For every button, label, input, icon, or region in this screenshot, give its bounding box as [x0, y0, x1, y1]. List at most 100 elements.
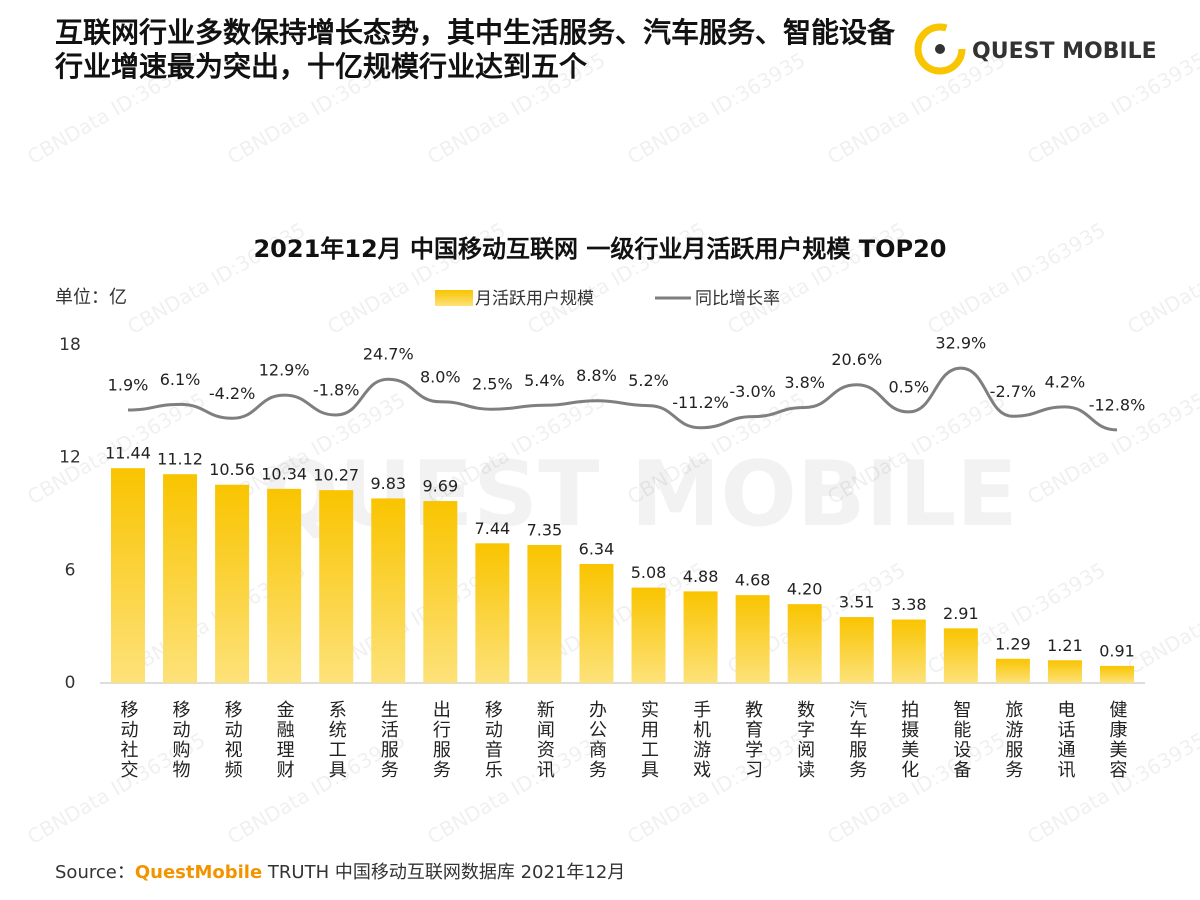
bar — [839, 617, 874, 683]
line-value-label: 1.9% — [108, 376, 149, 395]
y-tick-label: 0 — [65, 673, 76, 693]
line-value-label: 3.8% — [784, 373, 825, 392]
line-value-label: 6.1% — [160, 370, 201, 389]
source-prefix: Source： — [55, 862, 135, 883]
bar — [267, 488, 302, 683]
bar-value-label: 4.88 — [683, 567, 719, 586]
line-value-label: 8.8% — [576, 366, 617, 385]
bar — [163, 474, 198, 683]
source-brand: QuestMobile — [134, 862, 263, 883]
bar-value-label: 10.56 — [209, 460, 255, 479]
legend-label: 月活跃用户规模 — [475, 289, 594, 309]
line-value-label: 5.2% — [628, 371, 669, 390]
x-tick-label: 移动视频 — [222, 700, 243, 780]
line-value-label: 2.5% — [472, 375, 513, 394]
x-tick-label: 新闻资讯 — [534, 700, 555, 780]
line-value-label: 0.5% — [888, 377, 929, 396]
x-tick-label: 拍摄美化 — [898, 700, 919, 780]
x-tick-label: 办公商务 — [586, 700, 607, 780]
line-value-label: -3.0% — [729, 382, 775, 401]
bar-value-label: 11.12 — [157, 450, 203, 469]
bar-value-label: 1.21 — [1047, 636, 1083, 655]
x-tick-label: 手机游戏 — [690, 700, 711, 780]
watermark: CBNData ID:363935 — [423, 728, 609, 849]
logo: QUEST MOBILE — [914, 23, 1157, 75]
bar — [943, 628, 978, 683]
bar — [527, 544, 562, 683]
bar-value-label: 7.35 — [527, 520, 563, 539]
source: Source：QuestMobile TRUTH 中国移动互联网数据库 2021… — [55, 858, 625, 884]
logo-text: QUEST MOBILE — [972, 39, 1157, 64]
x-tick-label: 数字阅读 — [794, 700, 815, 780]
x-tick-label: 生活服务 — [378, 700, 399, 780]
bar-value-label: 4.68 — [735, 571, 771, 590]
x-tick-label: 移动购物 — [170, 700, 191, 780]
bar — [423, 501, 458, 683]
x-tick-label: 实用工具 — [638, 700, 659, 780]
bar-value-label: 5.08 — [631, 563, 667, 582]
legend-label: 同比增长率 — [695, 289, 780, 309]
bar — [787, 604, 822, 683]
legend-swatch — [435, 290, 473, 306]
x-tick-label: 移动社交 — [118, 700, 139, 780]
bar-value-label: 10.34 — [261, 464, 307, 483]
bar — [579, 563, 614, 683]
x-tick-label: 教育学习 — [742, 700, 763, 780]
bar — [1047, 660, 1082, 683]
watermark: CBNData ID:363935 — [823, 48, 1009, 169]
bar-value-label: 1.29 — [995, 634, 1031, 653]
line-value-label: 4.2% — [1045, 372, 1086, 391]
watermark: CBNData ID:363935 — [1023, 48, 1200, 169]
watermark: CBNData ID:363935 — [623, 48, 809, 169]
bar — [683, 591, 718, 683]
unit-label: 单位：亿 — [55, 287, 127, 308]
y-tick-label: 12 — [59, 448, 81, 468]
x-tick-label: 金融理财 — [274, 700, 295, 780]
bar — [475, 543, 510, 683]
watermark: CBNData ID:363935 — [23, 48, 209, 169]
bar-value-label: 9.83 — [370, 474, 406, 493]
line-value-label: -11.2% — [672, 393, 729, 412]
y-tick-label: 18 — [59, 335, 81, 355]
y-tick-label: 6 — [65, 560, 76, 580]
line-value-label: -2.7% — [990, 382, 1036, 401]
watermark: CBNData ID:363935 — [1123, 558, 1200, 679]
chart-title: 2021年12月 中国移动互联网 一级行业月活跃用户规模 TOP20 — [253, 235, 946, 263]
bar-value-label: 7.44 — [475, 519, 511, 538]
x-tick-label: 出行服务 — [430, 700, 451, 780]
x-tick-label: 汽车服务 — [846, 700, 867, 780]
bar-value-label: 3.51 — [839, 593, 875, 612]
line-value-label: 20.6% — [831, 350, 882, 369]
line-value-label: 24.7% — [363, 345, 414, 364]
x-tick-label: 旅游服务 — [1002, 700, 1023, 780]
bar — [891, 619, 926, 683]
bar — [1100, 665, 1134, 683]
bar — [995, 658, 1030, 683]
bar-value-label: 0.91 — [1099, 641, 1135, 660]
page-title: 互联网行业多数保持增长态势，其中生活服务、汽车服务、智能设备行业增速最为突出，十… — [55, 16, 896, 83]
watermark: CBNData ID:363935 — [423, 48, 609, 169]
line-value-label: 32.9% — [935, 334, 986, 353]
watermark: CBNData ID:363935 — [223, 48, 409, 169]
bar-value-label: 3.38 — [891, 595, 927, 614]
source-text: TRUTH 中国移动互联网数据库 2021年12月 — [267, 862, 626, 883]
bar-value-label: 6.34 — [579, 539, 615, 558]
logo-icon — [914, 23, 966, 75]
bar — [319, 490, 354, 683]
x-tick-label: 智能设备 — [950, 700, 971, 780]
line-value-label: -1.8% — [313, 381, 359, 400]
bar — [215, 484, 250, 683]
growth-line — [127, 366, 1118, 432]
x-tick-label: 电话通讯 — [1054, 700, 1075, 780]
line-value-label: -12.8% — [1089, 395, 1146, 414]
bar — [735, 595, 770, 683]
bar — [111, 468, 145, 683]
line-value-label: -4.2% — [209, 384, 255, 403]
bar-value-label: 4.20 — [787, 580, 823, 599]
line-value-label: 12.9% — [259, 361, 310, 380]
bar-value-label: 11.44 — [105, 444, 151, 463]
watermark: CBNData ID:363935 — [1123, 218, 1200, 339]
x-tick-label: 系统工具 — [326, 700, 347, 780]
